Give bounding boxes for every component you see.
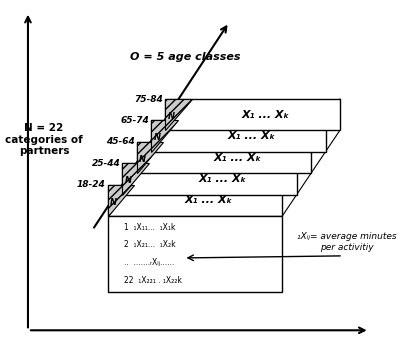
Text: O = 5 age classes: O = 5 age classes — [130, 52, 241, 62]
Text: X₁ ... Xₖ: X₁ ... Xₖ — [199, 174, 247, 184]
Polygon shape — [137, 142, 163, 173]
Polygon shape — [151, 120, 178, 152]
Text: N: N — [125, 176, 132, 185]
Text: ₁Xᵢⱼ= average minutes
per activitiy: ₁Xᵢⱼ= average minutes per activitiy — [297, 232, 397, 252]
Bar — [151, 120, 326, 152]
Text: 65-74: 65-74 — [120, 116, 149, 125]
Bar — [137, 142, 311, 173]
Bar — [122, 163, 297, 195]
Polygon shape — [122, 163, 149, 195]
Bar — [108, 216, 282, 292]
Text: 75-84: 75-84 — [135, 95, 164, 104]
Text: X₁ ... Xₖ: X₁ ... Xₖ — [242, 110, 290, 120]
Text: N: N — [154, 133, 160, 142]
Text: ..  .......ᵣXᵢⱼ......: .. .......ᵣXᵢⱼ...... — [124, 258, 174, 267]
Text: N: N — [168, 112, 175, 121]
Polygon shape — [108, 185, 135, 216]
Bar — [108, 185, 282, 216]
Text: X₁ ... Xₖ: X₁ ... Xₖ — [227, 131, 276, 141]
Polygon shape — [165, 99, 192, 130]
Text: 22  ₁X₂₂₁ . ₁X₂₂k: 22 ₁X₂₂₁ . ₁X₂₂k — [124, 275, 181, 284]
Text: 18-24: 18-24 — [77, 180, 106, 190]
Text: 45-64: 45-64 — [106, 138, 135, 147]
Text: X₁ ... Xₖ: X₁ ... Xₖ — [184, 195, 232, 206]
Text: N: N — [110, 198, 117, 207]
Text: N = 22
categories of
partners: N = 22 categories of partners — [5, 123, 83, 156]
Text: N: N — [139, 155, 146, 164]
Text: 2  ₁X₂₁...  ₁X₂k: 2 ₁X₂₁... ₁X₂k — [124, 240, 175, 250]
Bar — [165, 99, 340, 130]
Text: 1  ₁X₁₁...  ₁X₁k: 1 ₁X₁₁... ₁X₁k — [124, 223, 175, 232]
Text: X₁ ... Xₖ: X₁ ... Xₖ — [213, 153, 261, 163]
Text: 25-44: 25-44 — [91, 159, 120, 168]
